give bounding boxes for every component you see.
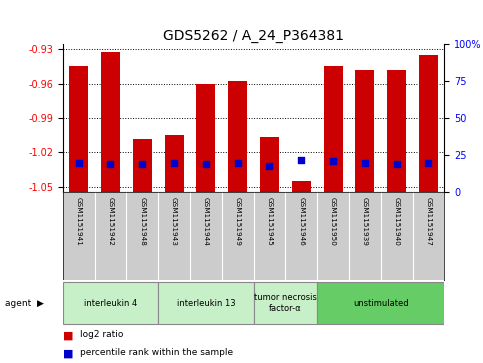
- Bar: [196, 83, 215, 192]
- Text: GSM1151942: GSM1151942: [108, 197, 114, 246]
- Bar: [355, 70, 374, 192]
- Bar: [419, 55, 438, 192]
- Bar: [324, 66, 342, 192]
- Text: unstimulated: unstimulated: [353, 299, 409, 307]
- Text: GSM1151947: GSM1151947: [426, 197, 431, 246]
- Text: interleukin 4: interleukin 4: [84, 299, 137, 307]
- Bar: [63, 282, 158, 325]
- Point: [170, 160, 178, 166]
- Text: GSM1151945: GSM1151945: [267, 197, 272, 246]
- Bar: [228, 81, 247, 192]
- Bar: [254, 282, 317, 325]
- Title: GDS5262 / A_24_P364381: GDS5262 / A_24_P364381: [163, 29, 344, 42]
- Bar: [101, 52, 120, 192]
- Bar: [387, 70, 406, 192]
- Text: GSM1151943: GSM1151943: [171, 197, 177, 246]
- Bar: [158, 282, 254, 325]
- Text: ■: ■: [63, 348, 73, 359]
- Text: GSM1151939: GSM1151939: [362, 197, 368, 246]
- Point: [202, 161, 210, 167]
- Text: GSM1151940: GSM1151940: [394, 197, 399, 246]
- Text: GSM1151949: GSM1151949: [235, 197, 241, 246]
- Bar: [69, 66, 88, 192]
- Text: GSM1151946: GSM1151946: [298, 197, 304, 246]
- Bar: [133, 139, 152, 192]
- Text: percentile rank within the sample: percentile rank within the sample: [80, 348, 233, 358]
- Text: interleukin 13: interleukin 13: [177, 299, 235, 307]
- Text: GSM1151950: GSM1151950: [330, 197, 336, 246]
- Point: [139, 161, 146, 167]
- Bar: [165, 135, 184, 192]
- Text: log2 ratio: log2 ratio: [80, 330, 123, 339]
- Bar: [260, 138, 279, 192]
- Point: [266, 163, 273, 168]
- Text: ■: ■: [63, 330, 73, 340]
- Point: [75, 160, 83, 166]
- Point: [298, 157, 305, 163]
- Point: [234, 160, 242, 166]
- Bar: [317, 282, 444, 325]
- Text: GSM1151948: GSM1151948: [139, 197, 145, 246]
- Text: GSM1151941: GSM1151941: [76, 197, 82, 246]
- Point: [361, 160, 369, 166]
- Point: [425, 160, 432, 166]
- Point: [107, 161, 114, 167]
- Point: [393, 161, 400, 167]
- Text: GSM1151944: GSM1151944: [203, 197, 209, 246]
- Text: agent  ▶: agent ▶: [5, 299, 43, 307]
- Bar: [292, 181, 311, 192]
- Point: [329, 158, 337, 164]
- Text: tumor necrosis
factor-α: tumor necrosis factor-α: [254, 293, 317, 313]
